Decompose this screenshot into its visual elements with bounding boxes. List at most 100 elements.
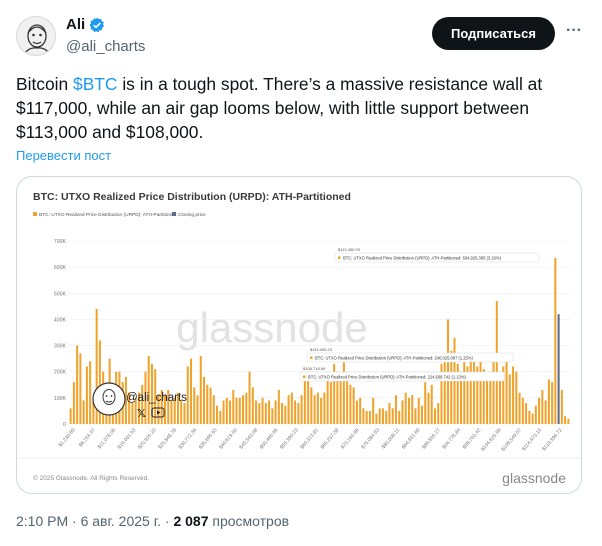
- urpd-bar: [242, 395, 245, 424]
- urpd-bar: [541, 390, 544, 424]
- urpd-bar: [281, 403, 284, 424]
- author-handle[interactable]: @ali_charts: [66, 38, 146, 55]
- urpd-bar: [154, 369, 157, 424]
- urpd-bar: [398, 410, 401, 424]
- annotation-swatch: [338, 256, 341, 259]
- x-tick-label: $75,084.53: [360, 427, 381, 450]
- urpd-bar: [294, 400, 297, 424]
- urpd-bar: [460, 371, 463, 424]
- x-tick-label: $94,778.84: [441, 427, 462, 450]
- urpd-bar: [355, 400, 358, 424]
- urpd-bar: [547, 379, 550, 424]
- urpd-bar: [394, 395, 397, 424]
- urpd-bar: [414, 408, 417, 424]
- urpd-bar: [95, 308, 98, 424]
- glassnode-logo: glassnode: [502, 470, 566, 486]
- x-tick-label: $84,931.69: [401, 427, 422, 450]
- x-tick-label: $109,549.57: [500, 427, 523, 452]
- urpd-bar: [310, 387, 313, 424]
- urpd-bar: [183, 403, 186, 424]
- urpd-bar: [404, 392, 407, 424]
- urpd-bar: [271, 408, 274, 424]
- urpd-bar: [209, 387, 212, 424]
- urpd-bar: [430, 384, 433, 424]
- chart-y-axis: 0 100K 200K 300K 400K 500K 600K 700K: [54, 239, 67, 428]
- urpd-bar: [124, 376, 127, 424]
- urpd-bar: [76, 345, 79, 424]
- views-count: 2 087: [173, 513, 209, 529]
- urpd-bar: [378, 408, 381, 424]
- urpd-bar: [232, 390, 235, 424]
- urpd-bar: [446, 319, 450, 424]
- urpd-bar: [401, 400, 404, 424]
- urpd-bar: [534, 405, 537, 424]
- x-tick-label: $119,396.72: [541, 427, 563, 452]
- urpd-bar: [482, 369, 485, 424]
- legend-label-urpd: BTC: UTXO Realized Price Distribution (U…: [39, 212, 177, 218]
- urpd-bar: [508, 374, 511, 424]
- urpd-bar: [492, 356, 495, 424]
- annotation-text: BTC: UTXO Realized Price Distribution (U…: [308, 374, 466, 379]
- y-tick-label: 0: [63, 422, 66, 428]
- urpd-bar: [333, 363, 336, 424]
- urpd-bar: [307, 371, 310, 424]
- urpd-bar: [274, 400, 277, 424]
- x-tick-label: $35,695.93: [198, 427, 219, 450]
- urpd-bar: [186, 366, 189, 424]
- urpd-bar: [495, 301, 498, 424]
- urpd-bar: [248, 371, 251, 424]
- urpd-bar: [225, 397, 228, 424]
- more-options-icon[interactable]: ···: [566, 22, 582, 39]
- urpd-bar: [567, 418, 570, 424]
- urpd-bar: [193, 387, 196, 424]
- urpd-bar: [150, 363, 153, 424]
- translate-post-link[interactable]: Перевести пост: [16, 148, 112, 163]
- tweet-date[interactable]: 6 авг. 2025 г.: [80, 513, 161, 529]
- urpd-bar: [219, 410, 222, 424]
- annotation-box: [334, 252, 540, 263]
- urpd-bar: [329, 382, 332, 424]
- urpd-bar: [466, 366, 469, 424]
- urpd-bar: [92, 397, 95, 424]
- x-tick-label: $1,230.89: [58, 427, 77, 448]
- urpd-bar: [196, 395, 199, 424]
- urpd-bar: [238, 397, 241, 424]
- urpd-bar: [98, 340, 101, 424]
- urpd-bar: [287, 395, 290, 424]
- annotation-tooltip: $108,718.69 BTC: UTXO Realized Price Dist…: [299, 366, 505, 382]
- urpd-bar: [160, 390, 163, 424]
- urpd-bar: [131, 403, 134, 424]
- urpd-bar: [163, 395, 166, 424]
- avatar[interactable]: [16, 16, 56, 56]
- urpd-bar: [528, 410, 531, 424]
- x-tick-label: $60,313.81: [299, 427, 320, 450]
- overlay-handle: @ali_charts: [126, 392, 187, 404]
- avatar-sketch-icon: [23, 24, 51, 55]
- urpd-bar: [144, 371, 147, 424]
- urpd-bar: [128, 392, 131, 424]
- urpd-bar: [264, 403, 267, 424]
- chart-image-card[interactable]: BTC: UTXO Realized Price Distribution (U…: [16, 176, 582, 494]
- urpd-bar: [297, 403, 300, 424]
- legend-swatch-urpd: [33, 212, 37, 216]
- follow-button[interactable]: Подписаться: [432, 17, 555, 50]
- x-tick-label: $45,543.08: [238, 427, 259, 450]
- x-tick-label: $80,008.11: [381, 427, 402, 450]
- author-name[interactable]: Ali: [66, 16, 86, 33]
- urpd-bar: [245, 392, 248, 424]
- urpd-bar: [381, 408, 384, 424]
- x-tick-label: $65,237.38: [320, 427, 341, 450]
- urpd-bar: [339, 376, 342, 424]
- urpd-bar: [170, 400, 173, 424]
- tweet-time[interactable]: 2:10 PM: [16, 513, 69, 529]
- y-tick-label: 400K: [54, 317, 67, 323]
- urpd-bar: [216, 405, 219, 424]
- urpd-bar: [375, 413, 378, 424]
- urpd-bar: [137, 392, 140, 424]
- urpd-bar: [411, 395, 414, 424]
- urpd-bar: [157, 395, 160, 424]
- x-tick-label: $70,160.96: [340, 427, 361, 450]
- urpd-bar: [258, 403, 261, 424]
- urpd-bar: [206, 384, 209, 424]
- cashtag-link[interactable]: $BTC: [73, 74, 118, 94]
